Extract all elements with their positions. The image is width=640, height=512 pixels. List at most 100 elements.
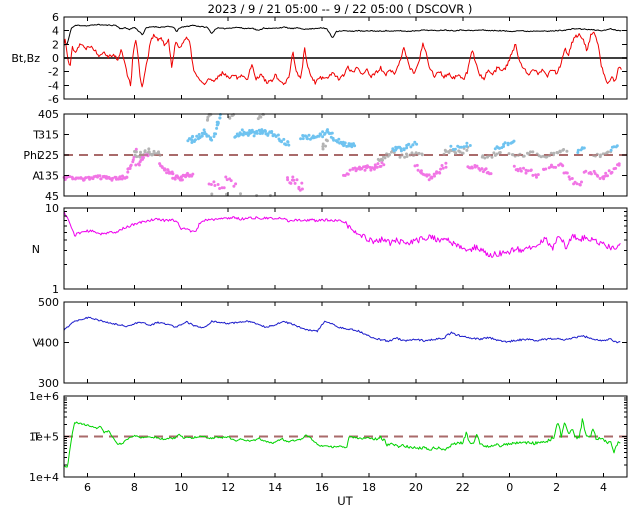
series-v-line [63,316,621,344]
scatter-point [535,175,538,179]
scatter-point [576,148,580,152]
scatter-point [462,145,466,149]
y-tick-label: 6 [52,11,59,24]
scatter-point [326,128,329,132]
scatter-point [137,163,141,167]
y-tick-label: 1e+5 [29,431,59,444]
scatter-point [565,149,569,153]
scatter-point [216,183,220,186]
scatter-point [289,181,293,185]
scatter-point [224,175,228,179]
scatter-point [191,134,195,138]
scatter-point [287,143,291,147]
scatter-point [405,146,409,150]
scatter-point [403,155,407,159]
scatter-point [252,134,256,138]
scatter-point [480,167,484,171]
scatter-point [286,176,289,180]
scatter-point [343,141,347,145]
scatter-point [218,187,222,190]
scatter-point [524,171,528,175]
scatter-point [458,150,462,154]
scatter-point [348,168,352,172]
scatter-point [210,138,214,142]
scatter-point [276,133,280,137]
scatter-point [531,150,535,154]
scatter-point [280,140,283,144]
scatter-point [576,151,580,154]
y-tick-label: 225 [38,149,59,162]
scatter-point [498,146,501,150]
scatter-point [603,174,607,178]
y-tick-label: 45 [45,190,59,203]
panel-frame [63,301,628,384]
scatter-point [325,139,329,143]
scatter-point [606,174,609,178]
x-tick-label: 2 [553,481,560,494]
y-tick-label: 1e+4 [29,471,59,484]
scatter-point [561,164,565,168]
scatter-point [366,165,369,169]
scatter-point [575,182,579,186]
x-tick-label: 6 [84,481,91,494]
scatter-point [602,177,606,181]
scatter-point [118,175,122,179]
scatter-point [382,163,386,167]
scatter-point [413,164,417,168]
scatter-point [163,167,167,171]
scatter-point [321,130,325,134]
scatter-point [435,170,439,174]
scatter-point [558,150,562,154]
x-tick-label: 4 [600,481,607,494]
scatter-point [234,182,238,186]
scatter-point [512,164,516,168]
scatter-point [270,131,273,135]
scatter-point [360,167,363,171]
scatter-point [568,177,572,181]
scatter-point [191,172,195,176]
scatter-point [131,160,135,164]
scatter-point [96,175,99,179]
scatter-point [286,140,290,144]
scatter-point [430,175,434,179]
x-tick-label: 20 [409,481,423,494]
scatter-point [413,140,417,144]
scatter-point [99,177,103,181]
scatter-point [295,178,299,182]
scatter-point [468,144,472,147]
scatter-point [459,145,463,149]
scatter-point [135,155,139,159]
phi-scatter-points [62,113,621,197]
scatter-point [228,116,232,120]
scatter-point [556,151,560,155]
x-axis-title: UT [337,494,353,508]
scatter-point [293,181,297,185]
scatter-point [152,149,156,153]
scatter-point [437,171,441,174]
scatter-point [215,126,219,130]
scatter-point [165,171,169,175]
scatter-point [134,163,138,167]
scatter-point [373,163,377,167]
scatter-point [465,148,469,152]
scatter-point [409,145,413,149]
scatter-point [363,168,367,172]
scatter-point [584,169,588,173]
scatter-point [453,147,457,151]
series-bt-line [63,23,622,46]
scatter-point [610,170,614,174]
panel-phi: 405 315 225 135 45 T Phi A [23,108,628,203]
scatter-point [321,145,325,148]
scatter-point [291,175,295,179]
panels-group: 6420-2-4-6Bt,Bz40531522513545TPhiA101N50… [11,11,628,494]
x-tick-label: 18 [362,481,376,494]
scatter-point [550,163,553,167]
scatter-point [318,132,322,136]
scatter-point [440,164,444,167]
scatter-point [190,141,194,144]
scatter-point [139,150,142,154]
scatter-point [493,147,497,151]
scatter-point [207,182,211,186]
